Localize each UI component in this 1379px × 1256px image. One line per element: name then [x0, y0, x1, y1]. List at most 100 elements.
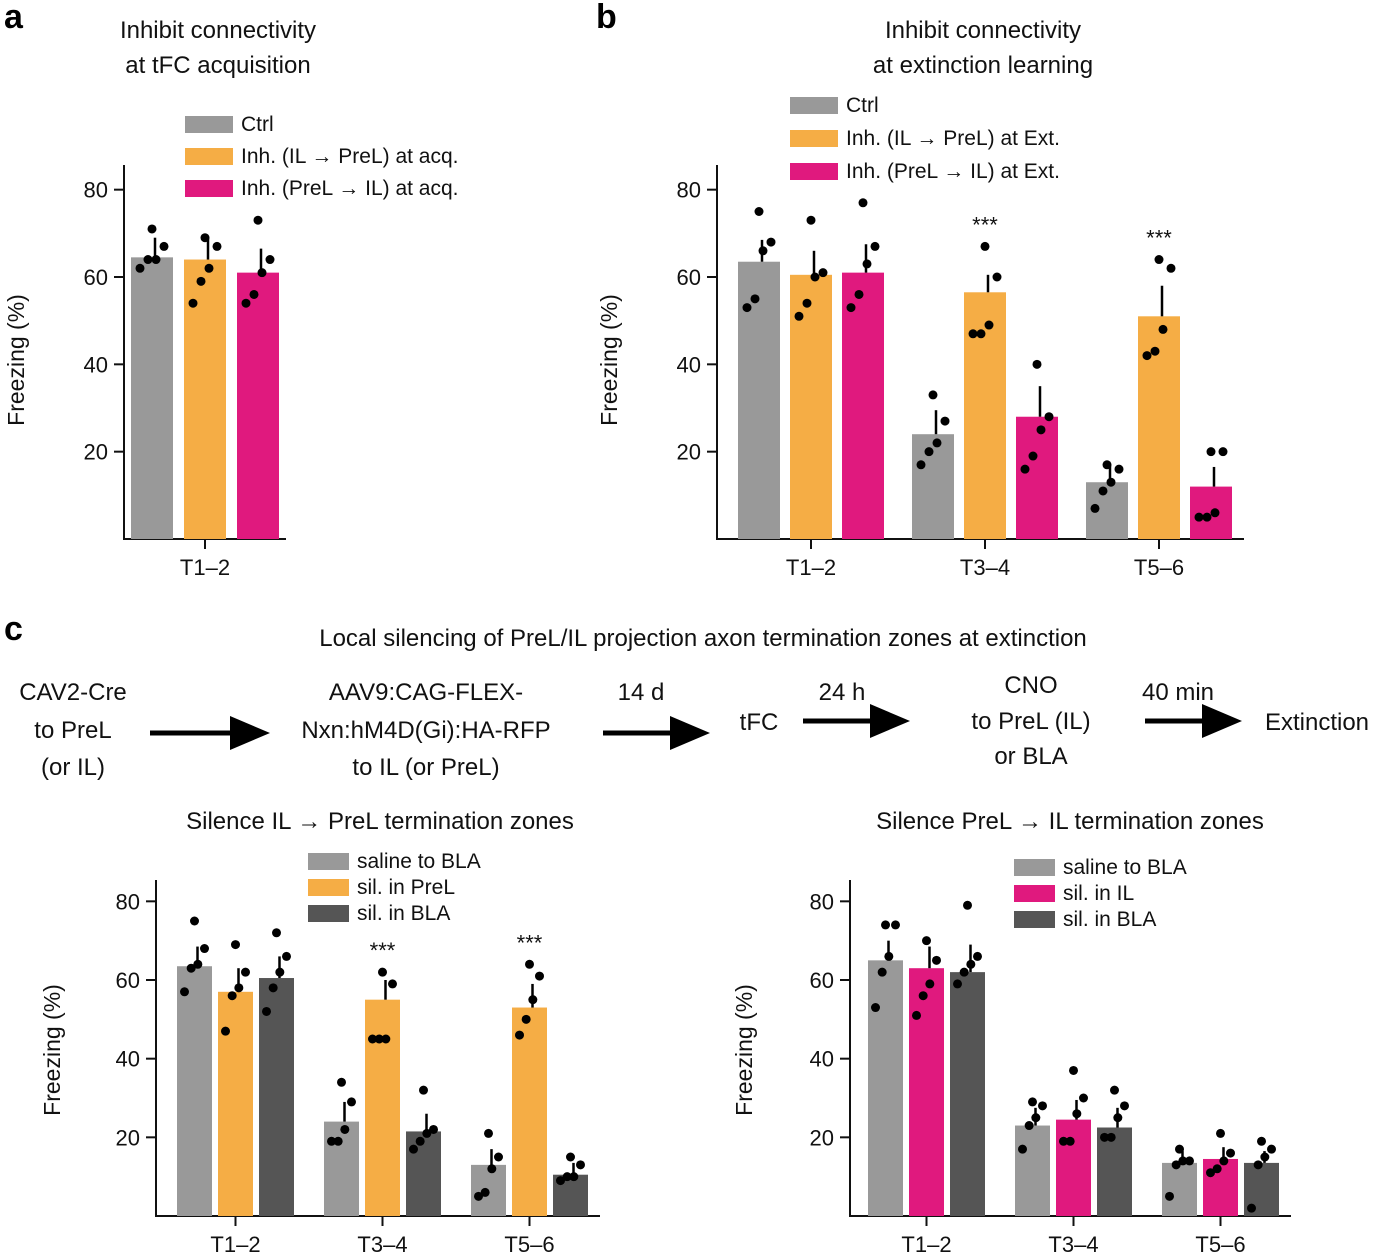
workflow-step-4-line-3: or BLA [994, 743, 1067, 770]
data-point [984, 320, 994, 330]
data-point [556, 1176, 565, 1186]
legend-swatch [308, 879, 349, 896]
data-point [750, 294, 760, 304]
data-point [1044, 412, 1054, 422]
legend-label: saline to BLA [357, 850, 481, 873]
data-point [1028, 1097, 1037, 1107]
x-tick-label: T5–6 [504, 1232, 554, 1256]
data-point [200, 944, 209, 954]
data-point [487, 1164, 497, 1174]
data-point [1120, 1101, 1129, 1111]
data-point [566, 1152, 575, 1162]
legend-swatch [185, 148, 233, 165]
y-tick-label: 40 [116, 1047, 140, 1072]
data-point [212, 241, 222, 251]
data-point [1175, 1144, 1184, 1154]
bar-c-left-s1-c1 [365, 999, 400, 1216]
panel-letter-c: c [4, 610, 23, 648]
data-point [1253, 1160, 1263, 1170]
data-point [257, 268, 267, 278]
data-point [1226, 1148, 1235, 1158]
data-point [912, 1010, 921, 1020]
data-point [422, 1128, 432, 1138]
data-point [1031, 1113, 1041, 1123]
data-point [1072, 1109, 1082, 1119]
data-point [1165, 1191, 1174, 1201]
data-point [1098, 486, 1108, 496]
workflow-step-1-line-3: (or IL) [41, 754, 105, 781]
data-point [190, 916, 199, 926]
data-point [204, 263, 214, 273]
data-point [918, 991, 928, 1001]
y-tick-label: 60 [810, 968, 834, 993]
data-point [1059, 1136, 1068, 1146]
data-point [870, 241, 880, 251]
data-point [528, 995, 538, 1005]
data-point [1212, 1164, 1222, 1174]
legend-label: Inh. (PreL → IL) at acq. [241, 177, 459, 200]
chart-title-line: Inhibit connectivity [885, 17, 1081, 44]
chart-title-line: at extinction learning [873, 52, 1093, 79]
legend-swatch [1014, 885, 1055, 902]
data-point [234, 983, 244, 993]
y-tick-label: 80 [116, 889, 140, 914]
data-point [1142, 351, 1152, 361]
data-point [494, 1152, 503, 1162]
legend-label: sil. in BLA [357, 902, 450, 925]
data-point [1171, 1160, 1181, 1170]
workflow-step-2-line-1: AAV9:CAG-FLEX- [329, 679, 523, 706]
data-point [980, 241, 990, 251]
data-point [1257, 1136, 1266, 1146]
significance-marker: *** [517, 930, 543, 955]
data-point [227, 991, 237, 1001]
data-point [802, 298, 812, 308]
data-point [231, 940, 240, 950]
x-tick-label: T1–2 [180, 555, 230, 580]
data-point [854, 289, 864, 299]
data-point [1206, 1168, 1215, 1178]
x-tick-label: T1–2 [901, 1232, 951, 1256]
data-point [766, 237, 776, 247]
data-point [862, 259, 872, 269]
y-tick-label: 20 [84, 440, 108, 465]
data-point [1202, 512, 1212, 522]
data-point [806, 215, 816, 225]
y-tick-label: 20 [677, 440, 701, 465]
data-point [333, 1136, 343, 1146]
data-point [241, 967, 250, 977]
x-tick-label: T3–4 [1048, 1232, 1098, 1256]
data-point [1260, 1152, 1270, 1162]
data-point [196, 276, 206, 286]
data-point [525, 959, 534, 969]
legend-label: sil. in PreL [357, 876, 455, 899]
data-point [429, 1124, 438, 1134]
data-point [147, 224, 157, 234]
workflow-step-3: tFC [740, 709, 779, 736]
data-point [794, 311, 804, 321]
bar-c-left-s2-c0 [259, 978, 294, 1216]
y-tick-label: 80 [677, 178, 701, 203]
data-point [742, 303, 752, 313]
data-point [249, 289, 259, 299]
data-point [881, 920, 890, 930]
data-point [963, 900, 972, 910]
data-point [1150, 346, 1160, 356]
y-tick-label: 40 [810, 1047, 834, 1072]
data-point [1114, 464, 1124, 474]
arrow-icon-1 [150, 716, 270, 750]
data-point [916, 460, 926, 470]
data-point [188, 298, 198, 308]
data-point [272, 928, 281, 938]
data-point [1210, 508, 1220, 518]
y-axis-label: Freezing (%) [731, 984, 757, 1116]
data-point [959, 967, 969, 977]
data-point [992, 272, 1002, 282]
data-point [388, 979, 397, 989]
x-tick-label: T3–4 [357, 1232, 407, 1256]
bar-c-right-s0-c1 [1015, 1125, 1050, 1216]
data-point [976, 329, 986, 339]
x-tick-label: T1–2 [210, 1232, 260, 1256]
data-point [378, 967, 387, 977]
data-point [484, 1128, 493, 1138]
